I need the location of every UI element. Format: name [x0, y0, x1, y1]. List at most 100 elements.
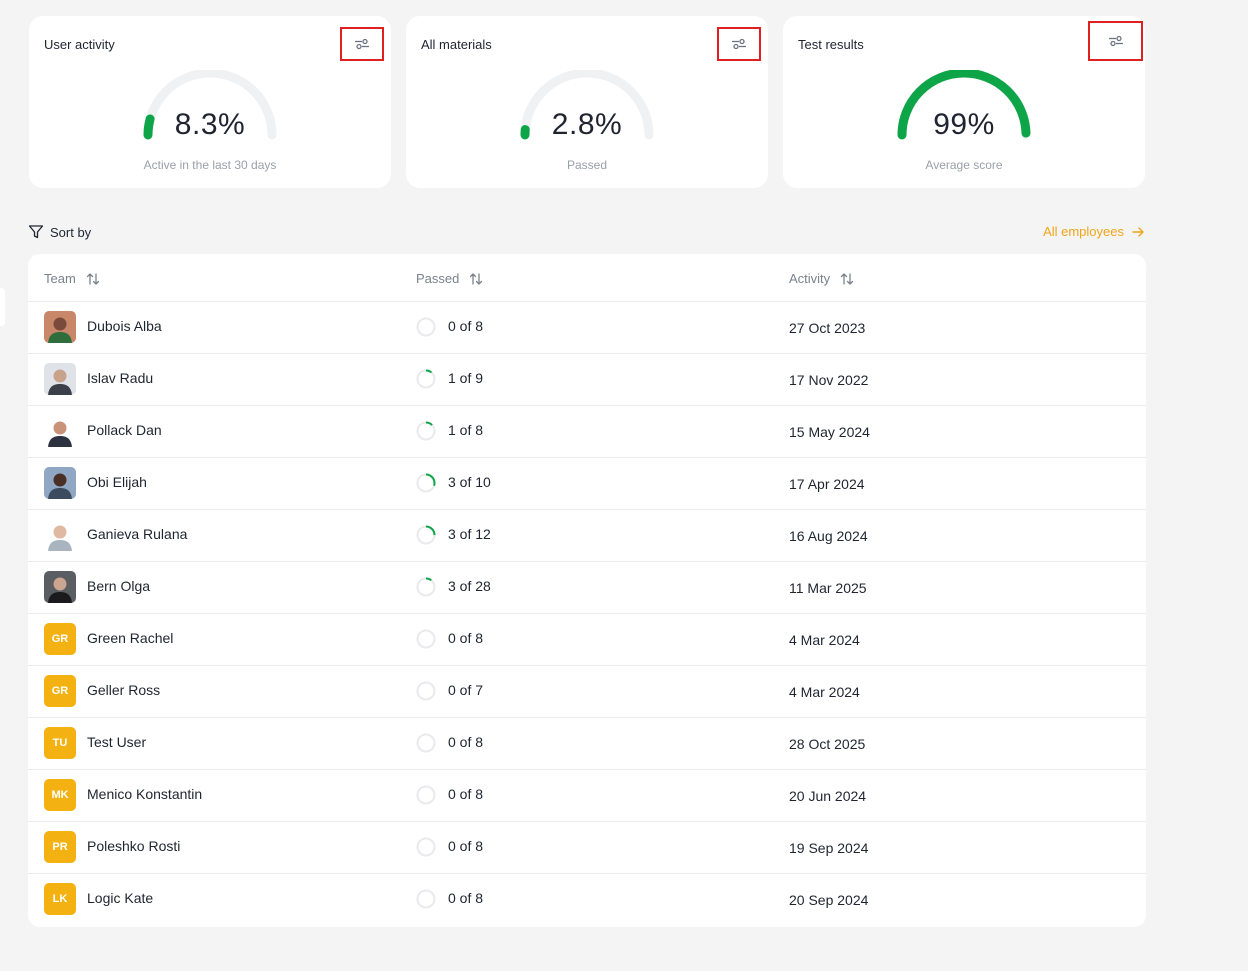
card-title: All materials — [421, 37, 492, 52]
table-row[interactable]: Islav Radu 1 of 9 17 Nov 2022 — [28, 354, 1146, 406]
employee-name[interactable]: Ganieva Rulana — [87, 526, 188, 542]
table-row[interactable]: LK Logic Kate 0 of 8 20 Sep 2024 — [28, 874, 1146, 926]
sliders-icon — [732, 38, 746, 50]
card-settings-button[interactable] — [340, 27, 384, 61]
employee-name[interactable]: Poleshko Rosti — [87, 838, 181, 854]
passed-count: 1 of 9 — [448, 370, 484, 386]
progress-ring-icon — [416, 629, 436, 649]
activity-date: 28 Oct 2025 — [789, 736, 866, 752]
progress-ring-icon — [416, 837, 436, 857]
avatar — [44, 311, 76, 343]
activity-date: 17 Apr 2024 — [789, 476, 865, 492]
table-row[interactable]: PR Poleshko Rosti 0 of 8 19 Sep 2024 — [28, 822, 1146, 874]
table-row[interactable]: Bern Olga 3 of 28 11 Mar 2025 — [28, 562, 1146, 614]
employee-name[interactable]: Green Rachel — [87, 630, 174, 646]
activity-date: 4 Mar 2024 — [789, 684, 860, 700]
sort-arrows-icon — [841, 272, 854, 285]
avatar: GR — [44, 675, 76, 707]
employee-name[interactable]: Test User — [87, 734, 147, 750]
table-row[interactable]: TU Test User 0 of 8 28 Oct 2025 — [28, 718, 1146, 770]
activity-date: 15 May 2024 — [789, 424, 870, 440]
sort-by-button[interactable]: Sort by — [28, 224, 91, 240]
gauge-arc — [143, 70, 277, 140]
all-employees-label: All employees — [1043, 224, 1124, 239]
progress-ring-icon — [416, 317, 436, 337]
passed-count: 3 of 12 — [448, 526, 491, 542]
progress-ring-icon — [416, 473, 436, 493]
passed-count: 0 of 8 — [448, 630, 484, 646]
side-panel-edge[interactable] — [0, 288, 5, 326]
avatar — [44, 415, 76, 447]
table-row[interactable]: MK Menico Konstantin 0 of 8 20 Jun 2024 — [28, 770, 1146, 822]
filter-icon — [28, 225, 44, 239]
all-employees-link[interactable]: All employees — [1043, 224, 1144, 239]
activity-date: 16 Aug 2024 — [789, 528, 868, 544]
avatar: GR — [44, 623, 76, 655]
gauge-arc — [897, 70, 1031, 140]
table-row[interactable]: Pollack Dan 1 of 8 15 May 2024 — [28, 406, 1146, 458]
employee-name[interactable]: Obi Elijah — [87, 474, 147, 490]
sort-arrows-icon — [470, 272, 483, 285]
activity-date: 19 Sep 2024 — [789, 840, 869, 856]
gauge-arc — [520, 70, 654, 140]
passed-count: 0 of 8 — [448, 734, 484, 750]
progress-ring-icon — [416, 577, 436, 597]
activity-date: 17 Nov 2022 — [789, 372, 869, 388]
test-results-card: Test results 99% Average score — [783, 16, 1145, 188]
column-header-activity[interactable]: Activity — [789, 271, 854, 286]
table-row[interactable]: GR Geller Ross 0 of 7 4 Mar 2024 — [28, 666, 1146, 718]
sort-by-label: Sort by — [50, 224, 92, 240]
employee-name[interactable]: Bern Olga — [87, 578, 151, 594]
sliders-icon — [355, 38, 369, 50]
card-title: User activity — [44, 37, 115, 52]
sort-arrows-icon — [86, 272, 99, 285]
card-settings-button[interactable] — [717, 27, 761, 61]
table-row[interactable]: Obi Elijah 3 of 10 17 Apr 2024 — [28, 458, 1146, 510]
progress-ring-icon — [416, 785, 436, 805]
column-header-team[interactable]: Team — [44, 271, 100, 286]
employee-name[interactable]: Logic Kate — [87, 890, 154, 906]
table-row[interactable]: Ganieva Rulana 3 of 12 16 Aug 2024 — [28, 510, 1146, 562]
progress-ring-icon — [416, 889, 436, 909]
passed-count: 3 of 10 — [448, 474, 491, 490]
employees-table: Team Passed Activity Dubois Alba 0 of 8 27… — [28, 254, 1146, 927]
card-title: Test results — [798, 37, 864, 52]
passed-count: 0 of 8 — [448, 318, 484, 334]
activity-date: 20 Sep 2024 — [789, 892, 869, 908]
passed-count: 0 of 8 — [448, 838, 484, 854]
card-settings-button[interactable] — [1088, 21, 1143, 61]
table-body: Dubois Alba 0 of 8 27 Oct 2023 Islav Radu 1 … — [28, 302, 1146, 926]
user-activity-card: User activity 8.3% Active in the last 30… — [29, 16, 391, 188]
progress-ring-icon — [416, 681, 436, 701]
column-label: Passed — [416, 271, 460, 286]
employee-name[interactable]: Pollack Dan — [87, 422, 162, 438]
gauge-caption: Passed — [566, 158, 608, 172]
table-row[interactable]: GR Green Rachel 0 of 8 4 Mar 2024 — [28, 614, 1146, 666]
employee-name[interactable]: Menico Konstantin — [87, 786, 203, 802]
stats-cards: User activity 8.3% Active in the last 30… — [29, 16, 1145, 188]
column-label: Activity — [789, 271, 831, 286]
gauge-caption: Average score — [925, 158, 1003, 172]
avatar — [44, 363, 76, 395]
sliders-icon — [1108, 35, 1123, 47]
employee-name[interactable]: Geller Ross — [87, 682, 161, 698]
gauge-value: 8.3% — [174, 108, 246, 141]
activity-date: 11 Mar 2025 — [789, 580, 867, 596]
column-header-passed[interactable]: Passed — [416, 271, 483, 286]
employee-name[interactable]: Dubois Alba — [87, 318, 162, 334]
avatar — [44, 467, 76, 499]
gauge-value: 99% — [933, 108, 995, 141]
passed-count: 3 of 28 — [448, 578, 491, 594]
gauge-caption: Active in the last 30 days — [143, 158, 277, 172]
progress-ring-icon — [416, 369, 436, 389]
activity-date: 27 Oct 2023 — [789, 320, 866, 336]
passed-count: 0 of 8 — [448, 786, 484, 802]
progress-ring-icon — [416, 421, 436, 441]
activity-date: 20 Jun 2024 — [789, 788, 867, 804]
passed-count: 0 of 7 — [448, 682, 484, 698]
avatar: TU — [44, 727, 76, 759]
employee-name[interactable]: Islav Radu — [87, 370, 154, 386]
avatar: MK — [44, 779, 76, 811]
all-materials-card: All materials 2.8% Passed — [406, 16, 768, 188]
table-row[interactable]: Dubois Alba 0 of 8 27 Oct 2023 — [28, 302, 1146, 354]
